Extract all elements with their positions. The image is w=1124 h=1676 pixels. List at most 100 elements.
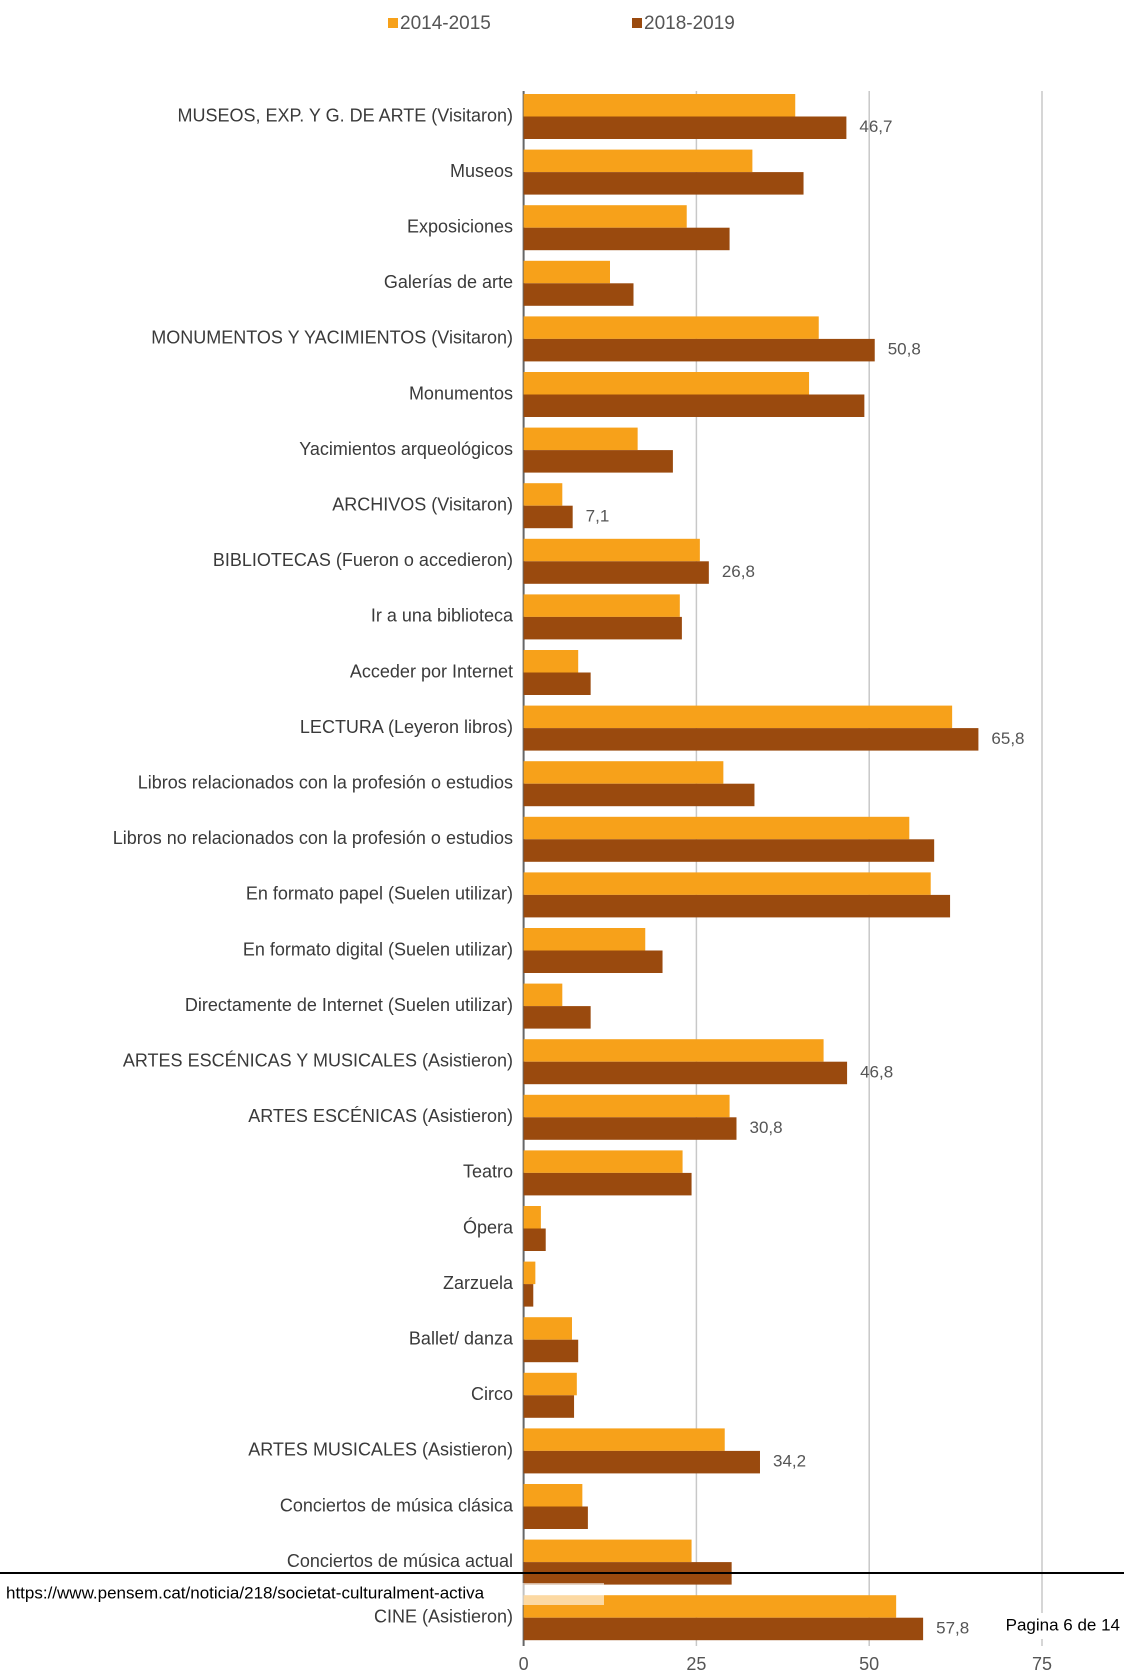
bar bbox=[523, 816, 910, 840]
category-label: En formato digital (Suelen utilizar) bbox=[243, 939, 513, 959]
bar bbox=[523, 1428, 725, 1451]
bar bbox=[523, 283, 634, 306]
bar bbox=[523, 316, 819, 339]
legend-swatch bbox=[388, 18, 398, 28]
value-label: 46,8 bbox=[860, 1062, 893, 1081]
category-label: ARTES ESCÉNICAS Y MUSICALES (Asistieron) bbox=[123, 1050, 513, 1070]
category-label: Libros relacionados con la profesión o e… bbox=[138, 772, 513, 792]
category-label: Museos bbox=[450, 161, 513, 181]
value-label: 57,8 bbox=[936, 1618, 969, 1637]
category-label: Exposiciones bbox=[407, 216, 513, 236]
bar bbox=[523, 227, 730, 251]
bar bbox=[523, 705, 953, 729]
bar bbox=[523, 1039, 824, 1062]
category-label: Ópera bbox=[463, 1216, 514, 1237]
bar bbox=[523, 394, 865, 417]
bar bbox=[523, 94, 796, 117]
chart-layer: 0 25 50 75 2014-2015 2018-2019 MUSEOS, EXP. Y … bbox=[113, 13, 1052, 1674]
category-label: BIBLIOTECAS (Fueron o accedieron) bbox=[213, 550, 513, 570]
bar bbox=[523, 338, 875, 362]
bar bbox=[523, 1228, 546, 1251]
footer-layer: https://www.pensem.cat/noticia/218/socie… bbox=[0, 1572, 1124, 1639]
value-label: 34,2 bbox=[773, 1452, 806, 1471]
category-label: ARCHIVOS (Visitaron) bbox=[332, 494, 513, 514]
category-label: Zarzuela bbox=[443, 1273, 514, 1293]
bar bbox=[523, 1206, 541, 1229]
value-label: 30,8 bbox=[749, 1118, 782, 1137]
bar bbox=[523, 372, 810, 395]
bar bbox=[523, 1061, 848, 1085]
bar bbox=[523, 1617, 924, 1641]
bar bbox=[523, 1339, 579, 1363]
category-label: Circo bbox=[471, 1384, 513, 1404]
legend-label: 2018-2019 bbox=[644, 13, 735, 34]
category-label: Ballet/ danza bbox=[409, 1328, 514, 1348]
bar bbox=[523, 116, 847, 139]
category-label: Teatro bbox=[463, 1162, 513, 1182]
legend-label: 2014-2015 bbox=[400, 13, 491, 34]
footer-url: https://www.pensem.cat/noticia/218/socie… bbox=[6, 1583, 485, 1602]
category-label: MUSEOS, EXP. Y G. DE ARTE (Visitaron) bbox=[178, 105, 513, 125]
category-label: CINE (Asistieron) bbox=[374, 1606, 513, 1626]
bar bbox=[523, 761, 724, 784]
bar bbox=[523, 260, 610, 284]
bar bbox=[523, 594, 680, 617]
x-tick-label: 0 bbox=[519, 1654, 529, 1674]
legend-swatch bbox=[632, 18, 642, 28]
bar bbox=[523, 872, 931, 895]
bar bbox=[523, 728, 979, 751]
bar bbox=[523, 650, 579, 673]
category-label: LECTURA (Leyeron libros) bbox=[300, 717, 513, 737]
bar bbox=[523, 427, 638, 451]
bar bbox=[523, 1150, 683, 1173]
bar bbox=[523, 1172, 692, 1196]
page-backdrop bbox=[975, 1613, 1124, 1639]
category-label: Conciertos de música actual bbox=[287, 1551, 513, 1571]
page-number: Pagina 6 de 14 bbox=[1006, 1615, 1120, 1634]
value-label: 65,8 bbox=[991, 729, 1024, 748]
bar bbox=[523, 1484, 583, 1507]
category-label: ARTES ESCÉNICAS (Asistieron) bbox=[248, 1106, 513, 1126]
x-tick-label: 25 bbox=[686, 1654, 706, 1674]
bar bbox=[523, 1395, 575, 1418]
bar bbox=[523, 1539, 692, 1563]
category-label: Directamente de Internet (Suelen utiliza… bbox=[185, 995, 513, 1015]
bar bbox=[523, 483, 563, 506]
bar bbox=[523, 561, 709, 584]
bar bbox=[523, 1284, 534, 1307]
bar bbox=[523, 950, 663, 973]
category-label: Yacimientos arqueológicos bbox=[299, 439, 513, 459]
x-tick-label: 75 bbox=[1032, 1654, 1052, 1674]
bar bbox=[523, 1117, 737, 1140]
url-backdrop bbox=[4, 1583, 604, 1605]
bar bbox=[523, 505, 573, 529]
bar bbox=[523, 783, 755, 807]
bar bbox=[523, 205, 687, 228]
bar bbox=[523, 672, 591, 695]
category-label: MONUMENTOS Y YACIMIENTOS (Visitaron) bbox=[151, 328, 513, 348]
bar bbox=[523, 1006, 591, 1029]
category-label: En formato papel (Suelen utilizar) bbox=[246, 884, 513, 904]
bar bbox=[523, 1372, 577, 1396]
bar bbox=[523, 983, 563, 1007]
category-label: Acceder por Internet bbox=[350, 661, 513, 681]
bar bbox=[523, 538, 700, 562]
bar bbox=[523, 839, 935, 862]
category-label: ARTES MUSICALES (Asistieron) bbox=[248, 1440, 513, 1460]
category-label: Galerías de arte bbox=[384, 272, 513, 292]
value-label: 50,8 bbox=[888, 340, 921, 359]
bar bbox=[523, 1094, 730, 1118]
bar bbox=[523, 616, 682, 640]
bar bbox=[523, 172, 804, 195]
category-label: Ir a una biblioteca bbox=[371, 606, 514, 626]
bar bbox=[523, 1261, 536, 1285]
bar bbox=[523, 1450, 760, 1474]
value-label: 46,7 bbox=[859, 117, 892, 136]
bar bbox=[523, 1595, 897, 1618]
bar bbox=[523, 894, 951, 918]
category-label: Monumentos bbox=[409, 383, 513, 403]
x-tick-label: 50 bbox=[859, 1654, 879, 1674]
value-label: 7,1 bbox=[586, 506, 610, 525]
bar bbox=[523, 450, 673, 473]
